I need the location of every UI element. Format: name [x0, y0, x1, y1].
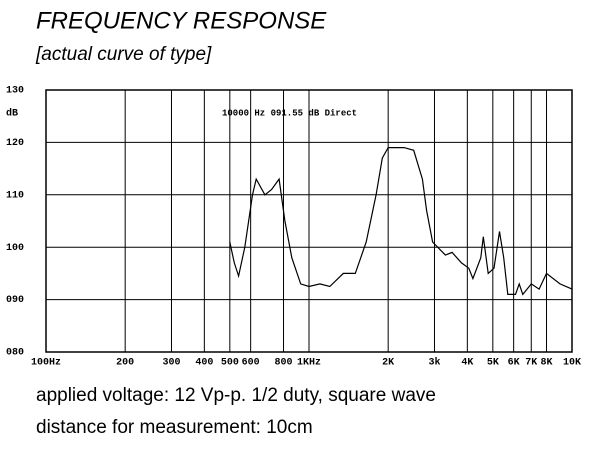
x-tick-label: 10K [563, 358, 581, 369]
x-tick-label: 200 [116, 358, 134, 369]
x-tick-label: 1KHz [297, 358, 321, 369]
x-tick-label: 5K [487, 358, 499, 369]
y-tick-label: 100 [6, 243, 24, 254]
y-tick-label: 090 [6, 295, 24, 306]
note: distance for measurement: 10cm [36, 417, 313, 438]
y-tick-label: 120 [6, 138, 24, 149]
x-tick-label: 100Hz [31, 358, 61, 369]
x-tick-label: 800 [275, 358, 293, 369]
x-tick-label: 2K [382, 358, 394, 369]
y-tick-label: 110 [6, 190, 24, 201]
x-tick-label: 400 [195, 358, 213, 369]
x-tick-label: 8K [541, 358, 553, 369]
chart-title: FREQUENCY RESPONSE [36, 7, 327, 34]
x-tick-label: 7K [525, 358, 537, 369]
y-tick-label: 130 [6, 86, 24, 97]
y-tick-label: 080 [6, 348, 24, 359]
note: applied voltage: 12 Vp-p. 1/2 duty, squa… [36, 385, 436, 406]
annotation: 10000 Hz 091.55 dB Direct [222, 108, 357, 118]
x-tick-label: 500 [221, 358, 239, 369]
response-curve [229, 147, 573, 296]
x-tick-label: 3k [428, 357, 440, 369]
chart-subtitle: [actual curve of type] [35, 44, 212, 65]
x-tick-label: 6K [508, 358, 520, 369]
x-tick-label: 4K [461, 358, 473, 369]
x-tick-label: 600 [242, 358, 260, 369]
y-axis-label: dB [6, 108, 18, 120]
x-tick-label: 300 [162, 358, 180, 369]
